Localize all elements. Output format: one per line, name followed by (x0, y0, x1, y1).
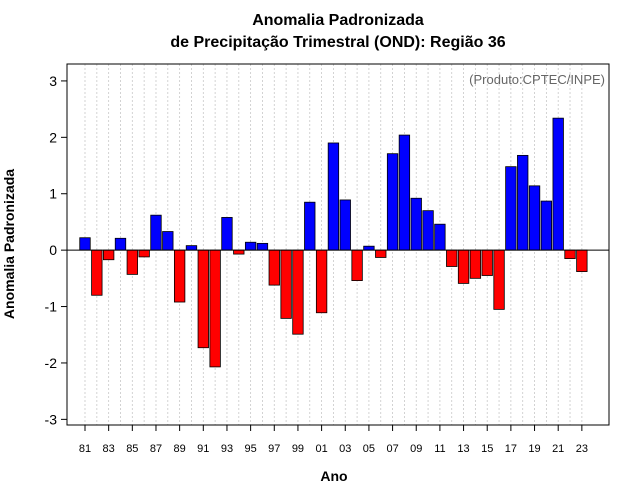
bar-93 (221, 217, 233, 251)
bar-16 (493, 249, 505, 310)
y-tick-label: 2 (49, 129, 57, 145)
bar-00 (304, 201, 316, 251)
y-tick-label: 1 (49, 186, 57, 202)
x-tick-label: 19 (528, 443, 540, 455)
bar-21 (552, 117, 564, 251)
bar-11 (434, 223, 446, 251)
bar-84 (114, 237, 127, 251)
bar-03 (339, 199, 351, 251)
bar-17 (505, 166, 517, 251)
bar-97 (268, 249, 280, 286)
x-tick-label: 87 (150, 443, 162, 455)
x-tick-label: 97 (268, 443, 280, 455)
bar-83 (103, 249, 115, 261)
bar-20 (540, 200, 553, 251)
bar-05 (363, 245, 375, 251)
x-tick-label: 99 (292, 443, 304, 455)
bar-04 (351, 249, 363, 281)
bar-92 (209, 249, 221, 368)
y-tick-label: -1 (45, 299, 58, 315)
bars (79, 117, 588, 368)
x-tick-label: 13 (457, 443, 469, 455)
bar-09 (410, 197, 422, 251)
x-tick-label: 81 (79, 443, 91, 455)
x-tick-label: 21 (552, 443, 564, 455)
bar-23 (576, 249, 588, 272)
x-tick-label: 11 (434, 443, 445, 455)
x-tick-label: 91 (197, 443, 209, 455)
x-axis: 81 83 85 87 89 91 93 95 97 99 01 03 05 07 09 11 13 15 17 19… (79, 425, 588, 455)
bar-89 (173, 249, 186, 303)
bar-81 (79, 237, 91, 251)
x-tick-label: 89 (174, 443, 186, 455)
bar-96 (256, 242, 269, 251)
x-tick-label: 93 (221, 443, 233, 455)
y-tick-label: -2 (45, 355, 58, 371)
bar-15 (481, 249, 493, 276)
x-tick-label: 01 (315, 443, 327, 455)
bar-01 (315, 249, 328, 314)
bar-07 (386, 153, 399, 251)
bar-82 (91, 249, 103, 296)
bar-85 (126, 249, 138, 275)
bar-91 (197, 249, 209, 349)
bar-22 (564, 249, 576, 259)
bar-88 (162, 231, 174, 251)
bar-13 (457, 249, 470, 284)
x-tick-label: 03 (339, 443, 351, 455)
x-tick-label: 85 (126, 443, 138, 455)
bar-06 (375, 249, 387, 258)
bar-98 (280, 249, 292, 319)
y-tick-label: -3 (45, 411, 58, 427)
x-tick-label: 83 (103, 443, 115, 455)
bar-12 (446, 249, 458, 267)
x-axis-label: Ano (320, 468, 347, 484)
y-tick-label: 3 (49, 73, 57, 89)
x-tick-label: 05 (363, 443, 375, 455)
x-tick-label: 15 (481, 443, 493, 455)
bar-95 (244, 241, 257, 251)
bar-99 (292, 249, 304, 335)
bar-87 (150, 214, 162, 251)
bar-14 (469, 249, 482, 279)
bar-90 (185, 245, 198, 251)
bar-08 (398, 134, 411, 251)
plot-frame (66, 63, 610, 426)
bar-94 (233, 249, 245, 255)
bar-86 (138, 249, 150, 258)
x-tick-label: 09 (410, 443, 422, 455)
chart-title-line1: Anomalia Padronizada (252, 12, 424, 29)
credit-text: (Produto:CPTEC/INPE) (469, 72, 605, 87)
bar-18 (517, 154, 529, 251)
y-tick-label: 0 (49, 242, 57, 258)
x-tick-label: 23 (576, 443, 588, 455)
y-axis: -3 -2 -1 0 1 2 3 (45, 73, 67, 427)
bar-10 (422, 210, 434, 251)
y-axis-label: Anomalia Padronizada (1, 169, 17, 319)
x-tick-label: 95 (244, 443, 256, 455)
x-tick-label: 07 (386, 443, 398, 455)
bar-19 (528, 185, 541, 251)
bar-02 (327, 142, 340, 251)
chart-title-line2: de Precipitação Trimestral (OND): Região… (170, 34, 505, 51)
x-tick-label: 17 (505, 443, 517, 455)
